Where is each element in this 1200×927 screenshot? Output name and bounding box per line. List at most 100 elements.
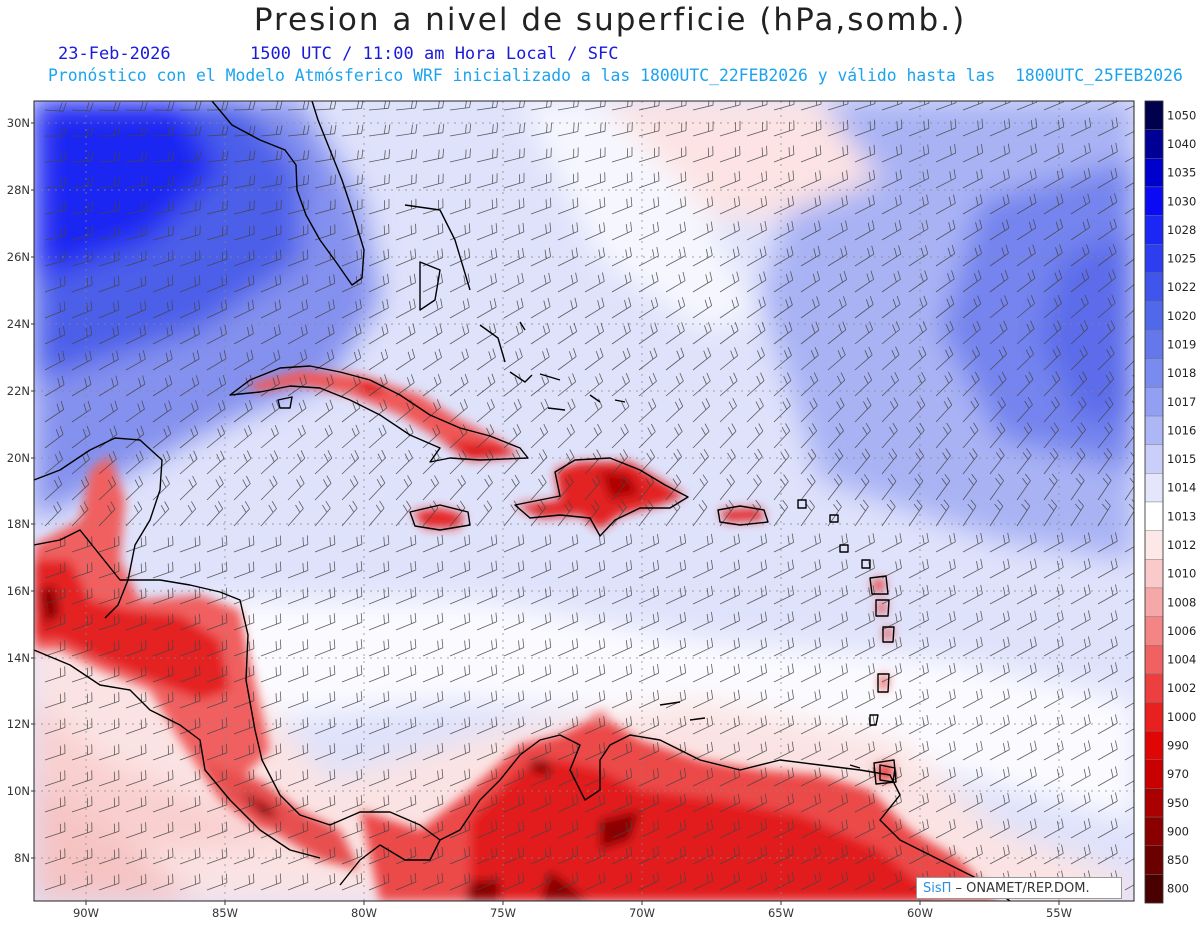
pressure-field <box>34 101 1134 901</box>
colorbar-swatch <box>1144 759 1164 789</box>
lat-tick-label: 24N <box>7 317 30 331</box>
map-title: Presion a nivel de superficie (hPa,somb.… <box>253 2 967 38</box>
colorbar-swatch <box>1144 215 1164 245</box>
gulf-coast <box>34 437 163 619</box>
forecast-description: Pronóstico con el Modelo Atmósferico WRF… <box>48 66 1183 85</box>
colorbar-swatch <box>1144 158 1164 188</box>
colorbar-swatch <box>1144 415 1164 445</box>
colorbar-label: 1025 <box>1167 252 1196 266</box>
credit-box: SisΠ – ONAMET/REP.DOM. <box>916 877 1122 899</box>
colorbar-swatch <box>1144 244 1164 274</box>
colorbar-label: 1030 <box>1167 194 1196 208</box>
colorbar-swatch <box>1144 329 1164 359</box>
cuba-coast <box>229 365 529 463</box>
lat-tick-label: 16N <box>7 584 30 598</box>
colorbar-swatch <box>1144 816 1164 846</box>
colorbar-label: 1050 <box>1167 108 1196 122</box>
colorbar-label: 1022 <box>1167 280 1196 294</box>
colorbar-label: 1013 <box>1167 509 1196 523</box>
colorbar-label: 1040 <box>1167 137 1196 151</box>
hispaniola-coast <box>514 457 689 537</box>
lon-tick-label: 60W <box>907 906 933 920</box>
colorbar-swatch <box>1144 301 1164 331</box>
isla-juventud <box>277 396 293 409</box>
pressure-colorbar: 1050 1040 1035 1030 1028 1025 1022 1020 1019 1018… <box>1144 100 1196 904</box>
lat-tick-label: 30N <box>7 116 30 130</box>
colorbar-label: 1019 <box>1167 337 1196 351</box>
central-america-pacific <box>34 649 321 859</box>
jamaica-coast <box>409 504 471 531</box>
lon-tick-label: 70W <box>629 906 655 920</box>
lon-tick-label: 90W <box>73 906 99 920</box>
colorbar-label: 1010 <box>1167 567 1196 581</box>
lon-tick-label: 65W <box>768 906 794 920</box>
colorbar-label: 850 <box>1167 853 1189 867</box>
colorbar-swatch <box>1144 845 1164 875</box>
colorbar-swatch <box>1144 129 1164 159</box>
colorbar-label: 1014 <box>1167 481 1196 495</box>
colorbar-label: 1016 <box>1167 423 1196 437</box>
colorbar-label: 1008 <box>1167 595 1196 609</box>
colorbar-swatch <box>1144 387 1164 417</box>
lon-tick-label: 80W <box>351 906 377 920</box>
colorbar-swatch <box>1144 616 1164 646</box>
wind-barbs <box>44 101 1134 891</box>
colorbar-label: 1002 <box>1167 681 1196 695</box>
puerto-rico-coast <box>717 505 769 526</box>
colorbar-label: 1018 <box>1167 366 1196 380</box>
lon-tick-label: 75W <box>490 906 516 920</box>
colorbar-label: 900 <box>1167 824 1189 838</box>
lat-tick-label: 14N <box>7 651 30 665</box>
colorbar-label: 1035 <box>1167 166 1196 180</box>
colorbar-swatch <box>1144 501 1164 531</box>
trinidad <box>879 764 896 783</box>
forecast-date: 23-Feb-2026 <box>58 44 171 64</box>
colorbar-swatch <box>1144 530 1164 560</box>
colorbar-label: 1020 <box>1167 309 1196 323</box>
colorbar-swatch <box>1144 186 1164 216</box>
colorbar-swatch <box>1144 730 1164 760</box>
colorbar-label: 1028 <box>1167 223 1196 237</box>
colorbar-label: 950 <box>1167 796 1189 810</box>
lat-tick-label: 26N <box>7 250 30 264</box>
central-america-coast <box>34 529 441 886</box>
florida-coast <box>211 101 365 286</box>
colorbar-label: 1017 <box>1167 395 1196 409</box>
colorbar-label: 1006 <box>1167 624 1196 638</box>
colorbar-label: 1000 <box>1167 710 1196 724</box>
sispi-logo: SisΠ <box>923 881 952 896</box>
lat-tick-label: 18N <box>7 517 30 531</box>
credit-text: – ONAMET/REP.DOM. <box>951 881 1090 896</box>
coastlines <box>34 101 1011 901</box>
colorbar-swatch <box>1144 587 1164 617</box>
lesser-antilles <box>797 499 897 785</box>
colorbar-swatch <box>1144 645 1164 675</box>
lat-tick-label: 8N <box>14 851 30 865</box>
colorbar-swatch <box>1144 444 1164 474</box>
wind-barb-field <box>44 101 1134 891</box>
lat-tick-label: 28N <box>7 183 30 197</box>
lon-tick-label: 55W <box>1046 906 1072 920</box>
colorbar-label: 970 <box>1167 767 1189 781</box>
colorbar-swatch <box>1144 272 1164 302</box>
south-america-coast <box>439 734 1011 901</box>
bahamas <box>404 204 626 411</box>
lat-tick-label: 20N <box>7 451 30 465</box>
colorbar-label: 1004 <box>1167 653 1196 667</box>
venezuela-islands <box>659 701 861 769</box>
colorbar-swatch <box>1144 559 1164 589</box>
lat-tick-label: 10N <box>7 784 30 798</box>
colorbar-swatch <box>1144 673 1164 703</box>
colorbar-label: 1012 <box>1167 538 1196 552</box>
latitude-labels: 30N 28N 26N 24N 22N 20N 18N 16N 14N 12N 10N 8N <box>7 116 34 865</box>
colorbar-label: 1015 <box>1167 452 1196 466</box>
colorbar-frame <box>1144 100 1164 904</box>
longitude-labels: 90W 85W 80W 75W 70W 65W 60W 55W <box>73 901 1072 920</box>
colorbar-swatch <box>1144 473 1164 503</box>
colorbar-swatch <box>1144 874 1164 904</box>
colorbar-label: 800 <box>1167 882 1189 896</box>
lat-tick-label: 22N <box>7 384 30 398</box>
valid-time: 1500 UTC / 11:00 am Hora Local / SFC <box>250 44 619 64</box>
colorbar-swatch <box>1144 100 1164 130</box>
